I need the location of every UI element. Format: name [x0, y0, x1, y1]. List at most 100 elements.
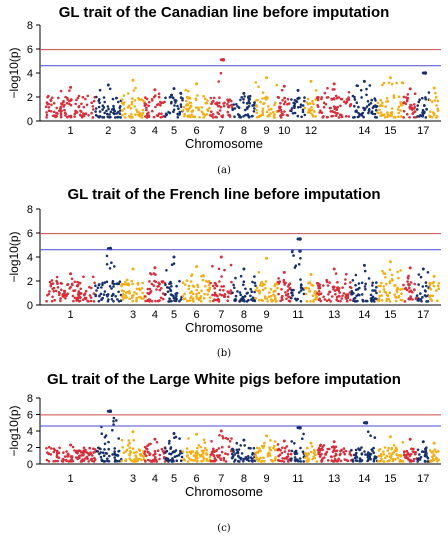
snp-point [122, 451, 126, 455]
snp-point [202, 457, 206, 460]
snp-point [219, 458, 223, 462]
snp-point [144, 299, 147, 303]
snp-point [348, 285, 352, 289]
snp-point [237, 448, 241, 451]
snp-point [159, 104, 162, 107]
snp-point [265, 434, 268, 438]
snp-point [239, 98, 242, 102]
snp-point [311, 102, 315, 105]
snp-point [360, 114, 364, 117]
snp-point [267, 108, 271, 111]
snp-point [318, 111, 322, 114]
snp-point [375, 105, 379, 108]
snp-point [107, 447, 110, 451]
snp-point [115, 282, 118, 286]
snp-point [432, 274, 436, 278]
snp-point [341, 294, 344, 298]
snp-point [63, 103, 66, 107]
snp-point [186, 103, 190, 107]
snp-point [153, 437, 157, 441]
snp-point [114, 116, 117, 119]
snp-point [399, 101, 403, 105]
snp-point [355, 101, 359, 104]
snp-point [226, 98, 229, 102]
snp-point [144, 96, 147, 99]
snp-point [52, 450, 56, 454]
snp-point [365, 299, 369, 303]
snp-point [310, 445, 314, 448]
snp-point [384, 456, 387, 460]
snp-point [412, 111, 415, 114]
snp-point [59, 297, 62, 300]
snp-point [51, 282, 55, 285]
snp-point [386, 111, 389, 114]
snp-point [374, 99, 377, 102]
snp-point [172, 87, 176, 91]
snp-point [333, 455, 336, 458]
snp-point [170, 285, 173, 288]
snp-point [394, 458, 397, 461]
snp-point [174, 99, 178, 102]
snp-point [200, 106, 204, 109]
snp-point [242, 283, 245, 287]
snp-point [80, 459, 84, 463]
chromosome-tick-label: 2 [105, 125, 111, 137]
snp-point [241, 296, 245, 300]
snp-point [301, 110, 305, 114]
snp-point [262, 456, 265, 460]
snp-point [232, 283, 235, 287]
snp-point [382, 288, 386, 291]
snp-point [374, 108, 378, 112]
snp-point [84, 112, 88, 115]
snp-point [166, 290, 170, 294]
snp-point [192, 454, 196, 458]
snp-point [330, 97, 333, 101]
snp-point [199, 299, 203, 303]
snp-point [238, 291, 242, 294]
snp-point [334, 452, 338, 456]
snp-point [291, 291, 294, 295]
snp-point [360, 446, 363, 449]
snp-point [304, 292, 308, 296]
snp-point [317, 282, 320, 285]
snp-point [148, 280, 151, 283]
snp-point [138, 453, 142, 456]
snp-point [82, 114, 86, 118]
snp-point [383, 116, 387, 119]
chromosome-tick-label: 6 [194, 473, 200, 485]
snp-point [153, 457, 157, 461]
snp-point [253, 299, 257, 303]
snp-point [305, 455, 309, 458]
snp-point [293, 456, 297, 459]
snp-point [106, 457, 109, 461]
snp-point [165, 269, 168, 272]
snp-point [435, 114, 439, 118]
snp-point [50, 447, 53, 450]
snp-point [320, 111, 324, 114]
snp-point [101, 281, 104, 285]
snp-point [423, 454, 427, 458]
snp-point [177, 107, 180, 110]
snp-point [203, 446, 207, 450]
y-axis-label: −log10(p) [7, 47, 21, 98]
snp-point [345, 293, 349, 296]
y-tick-label: 0 [27, 116, 33, 128]
snp-point [429, 460, 432, 463]
snp-point [121, 298, 125, 301]
snp-point [108, 113, 111, 116]
snp-point [145, 97, 149, 101]
snp-point [129, 450, 132, 453]
snp-point [222, 456, 226, 460]
snp-point [76, 457, 79, 461]
snp-point [425, 300, 428, 303]
snp-point [73, 115, 76, 118]
snp-point [97, 299, 101, 303]
snp-point [308, 102, 312, 105]
snp-point [158, 299, 161, 302]
snp-point [431, 294, 435, 298]
snp-point [210, 114, 213, 118]
snp-point [242, 280, 246, 284]
snp-point [60, 102, 63, 105]
snp-point [430, 450, 434, 454]
snp-point [372, 104, 376, 108]
